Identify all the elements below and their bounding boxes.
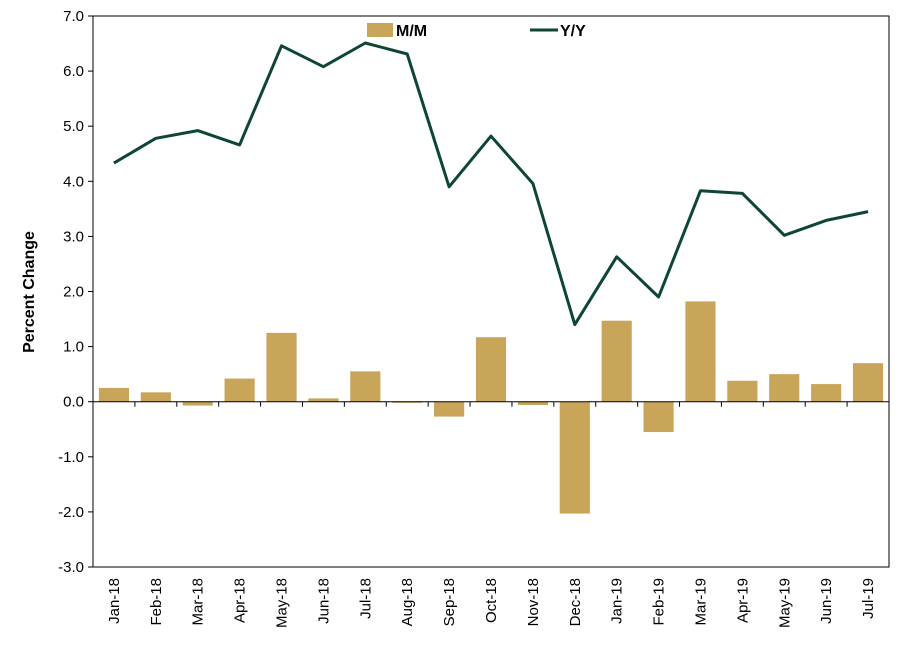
mm-bar bbox=[769, 374, 800, 402]
legend-mm-swatch bbox=[367, 23, 393, 37]
legend-yy-label: Y/Y bbox=[560, 23, 586, 40]
x-tick-label: Aug-18 bbox=[399, 578, 416, 626]
x-tick-label: Jul-19 bbox=[860, 578, 877, 619]
mm-bar bbox=[727, 380, 758, 402]
y-tick-label: 7.0 bbox=[63, 8, 84, 25]
mm-bar bbox=[852, 363, 884, 402]
x-tick-label: Oct-18 bbox=[483, 578, 500, 623]
y-tick-label: 6.0 bbox=[63, 63, 84, 80]
x-axis: Jan-18 Feb-18 Mar-18 Apr-18 May-18 Jun-18 Jul-… bbox=[92, 401, 890, 628]
mm-bar bbox=[140, 392, 171, 402]
y-tick-label: 5.0 bbox=[63, 118, 84, 135]
x-tick-label: Feb-19 bbox=[651, 578, 668, 626]
yy-series-line bbox=[113, 41, 869, 327]
x-tick-label: Jan-18 bbox=[106, 578, 123, 624]
x-tick-label: Apr-18 bbox=[232, 578, 249, 623]
mm-bar bbox=[434, 401, 465, 417]
mm-bar bbox=[224, 378, 255, 402]
mm-bar bbox=[643, 401, 674, 433]
x-tick-label: Apr-19 bbox=[734, 578, 751, 623]
mm-bar bbox=[475, 337, 507, 402]
y-tick-label: 2.0 bbox=[63, 284, 84, 301]
x-tick-label: Feb-18 bbox=[148, 578, 165, 626]
plot-area bbox=[92, 15, 890, 568]
y-tick-label: -2.0 bbox=[58, 504, 84, 521]
x-tick-label: Jul-18 bbox=[357, 578, 374, 619]
mm-bar bbox=[308, 398, 339, 402]
mm-bars bbox=[98, 301, 884, 514]
mm-bar bbox=[350, 371, 381, 402]
legend-mm-label: M/M bbox=[396, 23, 427, 40]
mm-bar bbox=[266, 332, 297, 402]
y-axis: 7.0 6.0 5.0 4.0 3.0 2.0 1.0 0.0 -1.0 -2.0 -3.0 bbox=[58, 8, 93, 576]
y-axis-title: Percent Change bbox=[21, 231, 38, 353]
legend: M/M Y/Y bbox=[367, 23, 586, 40]
x-tick-label: Jun-19 bbox=[818, 578, 835, 624]
y-tick-label: 1.0 bbox=[63, 339, 84, 356]
mm-bar bbox=[517, 401, 548, 406]
x-tick-label: Jun-18 bbox=[315, 578, 332, 624]
mm-bar bbox=[685, 301, 716, 402]
y-tick-label: -1.0 bbox=[58, 449, 84, 466]
y-tick-label: 3.0 bbox=[63, 228, 84, 245]
x-tick-label: Dec-18 bbox=[567, 578, 584, 626]
y-tick-label: 4.0 bbox=[63, 173, 84, 190]
mm-bar bbox=[392, 401, 423, 403]
x-tick-label: Mar-18 bbox=[190, 578, 207, 626]
x-tick-label: May-18 bbox=[274, 578, 291, 628]
y-tick-label: -3.0 bbox=[58, 559, 84, 576]
mm-bar bbox=[811, 384, 842, 402]
mm-bar bbox=[601, 320, 632, 402]
mm-bar bbox=[182, 401, 213, 406]
x-tick-label: Mar-19 bbox=[692, 578, 709, 626]
x-tick-label: May-19 bbox=[776, 578, 793, 628]
mm-bar bbox=[559, 401, 590, 514]
x-tick-label: Sep-18 bbox=[441, 578, 458, 626]
x-tick-label: Nov-18 bbox=[525, 578, 542, 626]
x-tick-label: Jan-19 bbox=[609, 578, 626, 624]
mm-bar bbox=[98, 387, 130, 402]
y-tick-label: 0.0 bbox=[63, 394, 84, 411]
